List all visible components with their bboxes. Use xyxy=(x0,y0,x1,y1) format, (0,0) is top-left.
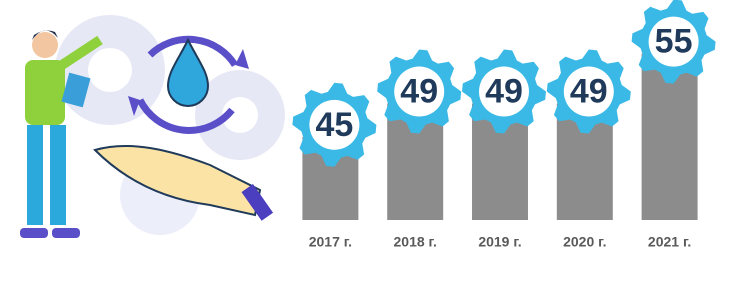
bg-gear-hole xyxy=(88,48,132,92)
water-drop xyxy=(168,40,208,106)
leg xyxy=(50,125,66,225)
x-tick-label: 2017 г. xyxy=(309,234,352,250)
x-tick-label: 2019 г. xyxy=(478,234,521,250)
head xyxy=(32,32,58,58)
x-tick-label: 2018 г. xyxy=(394,234,437,250)
value-label: 49 xyxy=(485,73,523,111)
value-label: 55 xyxy=(655,23,693,61)
value-label: 49 xyxy=(570,73,608,111)
shoe xyxy=(52,228,80,238)
x-tick-label: 2020 г. xyxy=(563,234,606,250)
illustration xyxy=(20,15,285,238)
shoe xyxy=(20,228,48,238)
leg xyxy=(27,125,43,225)
x-tick-label: 2021 г. xyxy=(648,234,691,250)
bar-chart: 45 2017 г. 49 2018 г. 49 2019 г. 49 2020 г. 55 20… xyxy=(292,0,715,250)
cycle-arrow-head xyxy=(235,49,249,69)
value-label: 49 xyxy=(400,73,438,111)
shirt xyxy=(25,60,65,125)
infographic: 45 2017 г. 49 2018 г. 49 2019 г. 49 2020 г. 55 20… xyxy=(0,0,748,281)
value-label: 45 xyxy=(315,106,353,144)
